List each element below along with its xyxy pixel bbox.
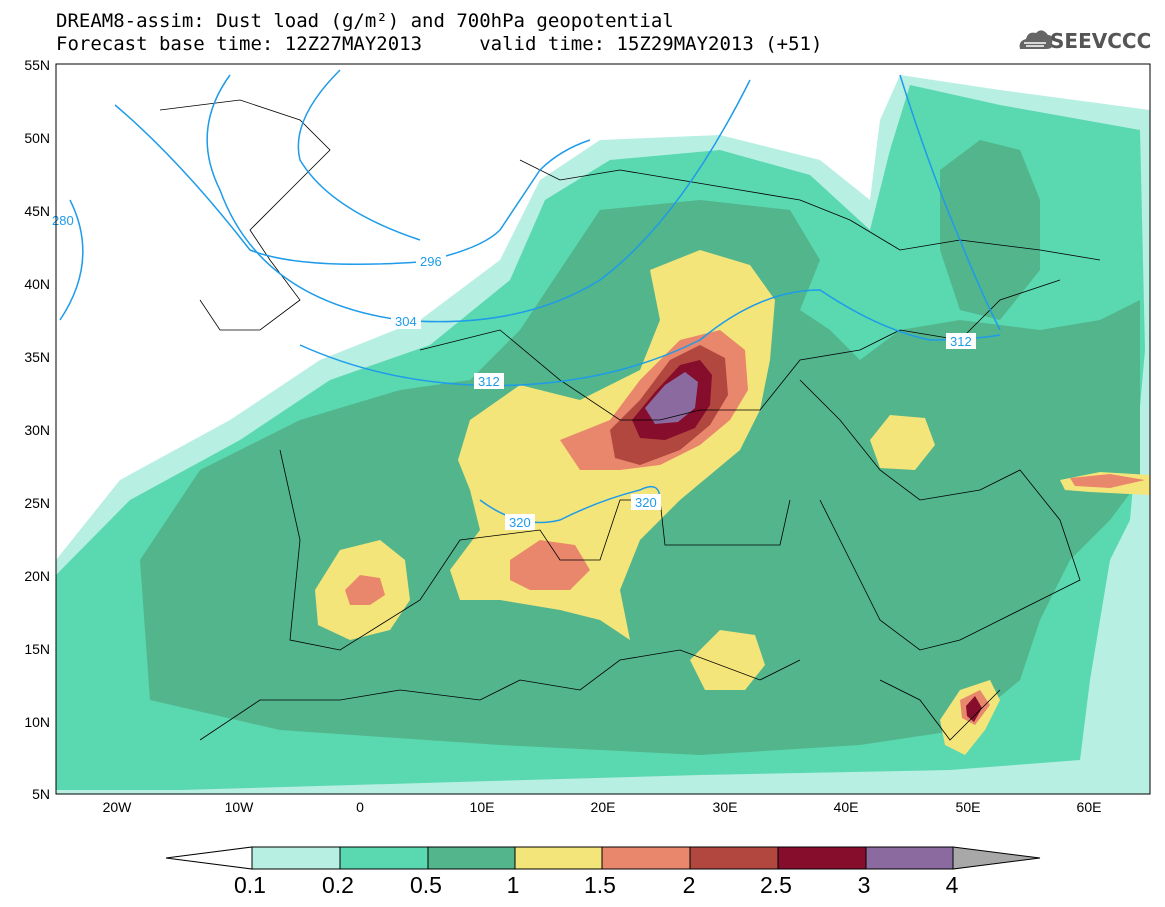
lat-label: 30N	[24, 422, 50, 438]
lat-label: 35N	[24, 349, 50, 365]
contour-labels: 296 304 312 312 320 320 280	[52, 213, 976, 530]
contour-label: 312	[950, 334, 972, 349]
colorbar-label: 1.5	[584, 872, 616, 898]
lat-label: 25N	[24, 495, 50, 511]
cloud-icon	[1019, 30, 1053, 49]
longitude-axis: 20W 10W 0 10E 20E 30E 40E 50E 60E	[103, 799, 1102, 815]
lon-label: 30E	[713, 799, 738, 815]
map-title-line1: DREAM8-assim: Dust load (g/m²) and 700hP…	[56, 10, 674, 32]
colorbar-label: 0.5	[410, 872, 442, 898]
colorbar-swatch	[689, 846, 779, 870]
lon-label: 60E	[1077, 799, 1102, 815]
lon-label: 10E	[470, 799, 495, 815]
colorbar	[165, 846, 1041, 870]
lat-label: 15N	[24, 641, 50, 657]
contour-label: 280	[52, 213, 74, 228]
colorbar-label: 2	[683, 872, 696, 898]
colorbar-label: 3	[858, 872, 871, 898]
contour-label: 296	[420, 254, 442, 269]
lat-label: 55N	[24, 57, 50, 73]
colorbar-label: 1	[507, 872, 520, 898]
lat-label: 5N	[32, 786, 50, 802]
colorbar-left-arrow	[165, 846, 253, 870]
lat-label: 40N	[24, 276, 50, 292]
colorbar-right-arrow	[952, 846, 1041, 870]
seevccc-logo: SEEVCCC	[1050, 29, 1152, 53]
colorbar-swatch	[601, 846, 691, 870]
lon-label: 50E	[956, 799, 981, 815]
lon-label: 20W	[103, 799, 133, 815]
lon-label: 10W	[225, 799, 255, 815]
contour-label: 320	[635, 495, 657, 510]
colorbar-label: 2.5	[760, 872, 792, 898]
colorbar-swatch	[777, 846, 867, 870]
lon-label: 0	[356, 799, 364, 815]
country-borders	[159, 99, 1101, 741]
dust-fill-layer	[56, 64, 1150, 794]
colorbar-swatch	[865, 846, 954, 870]
colorbar-label: 4	[946, 872, 959, 898]
colorbar-swatch	[251, 846, 341, 870]
lat-label: 50N	[24, 130, 50, 146]
contour-label: 312	[478, 374, 500, 389]
lat-label: 10N	[24, 714, 50, 730]
latitude-axis: 55N 50N 45N 40N 35N 30N 25N 20N 15N 10N …	[24, 57, 50, 802]
colorbar-swatch	[427, 846, 516, 870]
colorbar-swatch	[514, 846, 603, 870]
map-title-line2: Forecast base time: 12Z27MAY2013 valid t…	[56, 33, 823, 55]
lon-label: 40E	[834, 799, 859, 815]
contour-label: 320	[509, 515, 531, 530]
colorbar-label: 0.2	[322, 872, 354, 898]
colorbar-label: 0.1	[234, 872, 266, 898]
lat-label: 45N	[24, 203, 50, 219]
colorbar-labels: 0.1 0.2 0.5 1 1.5 2 2.5 3 4	[234, 872, 959, 898]
lat-label: 20N	[24, 568, 50, 584]
contour-label: 304	[395, 314, 417, 329]
lon-label: 20E	[591, 799, 616, 815]
colorbar-swatch	[339, 846, 429, 870]
